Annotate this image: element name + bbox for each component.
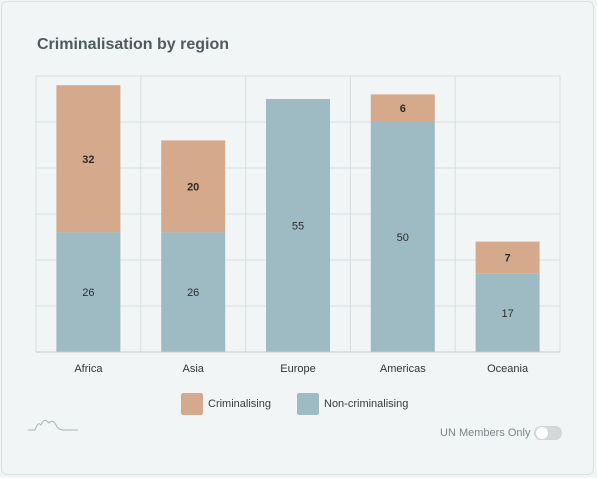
un-members-toggle-group: UN Members Only bbox=[440, 426, 563, 440]
x-tick-label: Oceania bbox=[487, 363, 529, 375]
x-tick-label: Africa bbox=[74, 363, 103, 375]
legend-swatch-criminalising bbox=[181, 393, 203, 415]
data-label: 50 bbox=[397, 232, 409, 244]
toggle-knob bbox=[535, 426, 550, 440]
data-label: 26 bbox=[187, 287, 199, 299]
x-tick-label: Europe bbox=[280, 363, 315, 375]
bar-europe-non-criminalising bbox=[266, 99, 330, 352]
legend: Criminalising Non-criminalising bbox=[0, 392, 597, 416]
legend-label-non-criminalising: Non-criminalising bbox=[324, 398, 409, 410]
bar-africa-criminalising bbox=[56, 85, 121, 233]
bar-americas-criminalising bbox=[370, 94, 435, 122]
data-label: 20 bbox=[187, 181, 199, 193]
data-label: 6 bbox=[400, 103, 406, 115]
toggle-label: UN Members Only bbox=[440, 427, 531, 439]
bar-americas-non-criminalising bbox=[370, 122, 435, 352]
chart-title: Criminalisation by region bbox=[37, 36, 230, 53]
bar-asia-non-criminalising bbox=[161, 232, 226, 352]
data-label: 55 bbox=[292, 221, 304, 233]
bar-oceania-criminalising bbox=[475, 241, 540, 274]
bar-oceania-non-criminalising bbox=[475, 273, 540, 352]
legend-swatch-non-criminalising bbox=[297, 393, 319, 415]
x-tick-label: Americas bbox=[380, 363, 426, 375]
brand-logo-icon bbox=[28, 419, 78, 431]
un-members-toggle[interactable] bbox=[534, 426, 563, 440]
bar-africa-non-criminalising bbox=[56, 232, 121, 352]
legend-item-criminalising[interactable]: Criminalising bbox=[181, 392, 271, 416]
legend-label-criminalising: Criminalising bbox=[208, 398, 271, 410]
data-label: 32 bbox=[82, 154, 94, 166]
data-label: 26 bbox=[82, 287, 94, 299]
data-label: 7 bbox=[505, 253, 511, 265]
bar-asia-criminalising bbox=[161, 140, 226, 233]
data-label: 17 bbox=[501, 308, 513, 320]
legend-item-non-criminalising[interactable]: Non-criminalising bbox=[297, 392, 408, 416]
x-tick-label: Asia bbox=[182, 363, 204, 375]
